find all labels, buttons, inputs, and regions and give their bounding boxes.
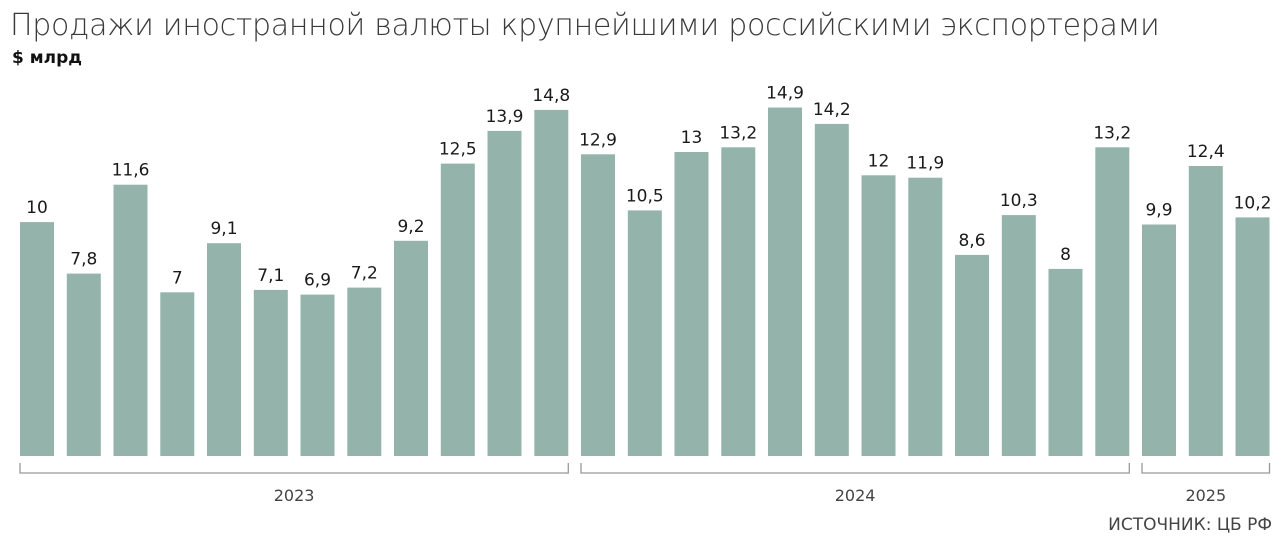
value-label: 13,2 [1093, 123, 1131, 143]
bar [1001, 215, 1036, 456]
bar [66, 273, 101, 456]
value-label: 6,9 [304, 271, 331, 291]
value-label: 11,9 [906, 154, 944, 174]
value-label: 12,5 [439, 140, 477, 160]
value-label: 12 [868, 151, 890, 171]
bar [347, 287, 382, 456]
bar [1048, 268, 1083, 456]
value-label: 14,9 [766, 84, 804, 104]
bar [814, 123, 849, 457]
bar [674, 152, 709, 456]
value-label: 9,9 [1145, 201, 1172, 221]
unit-label: $ млрд [12, 48, 82, 68]
value-label: 8,6 [958, 231, 985, 251]
bar [1188, 166, 1223, 456]
bar [1235, 217, 1270, 456]
bar [300, 294, 335, 456]
value-label: 7 [172, 268, 183, 288]
source-note: ИСТОЧНИК: ЦБ РФ [1108, 515, 1272, 535]
value-label: 13,9 [486, 107, 524, 127]
value-label: 7,2 [351, 264, 378, 284]
year-bracket [19, 463, 569, 474]
year-bracket [1141, 463, 1271, 474]
chart-title: Продажи иностранной валюты крупнейшими р… [10, 8, 1160, 43]
bar [861, 175, 896, 457]
bar [394, 240, 428, 456]
bar [253, 289, 288, 456]
value-label: 12,4 [1187, 142, 1225, 162]
value-label: 13 [681, 128, 703, 148]
value-label: 14,8 [532, 86, 570, 106]
value-label: 11,6 [112, 161, 150, 181]
bar [1095, 147, 1130, 457]
bar [440, 163, 475, 456]
bar [908, 177, 943, 456]
bar [721, 147, 756, 457]
bar [113, 184, 148, 456]
bar [20, 222, 54, 456]
bar [768, 107, 802, 456]
value-label: 8 [1060, 245, 1071, 265]
value-label: 10,3 [1000, 191, 1038, 211]
value-label: 12,9 [579, 130, 617, 150]
bar [581, 154, 615, 457]
value-label: 9,2 [397, 217, 424, 237]
year-label: 2025 [1185, 486, 1226, 505]
bar [627, 210, 662, 456]
year-label: 2024 [835, 486, 876, 505]
value-label: 13,2 [719, 123, 757, 143]
bar [955, 254, 989, 456]
year-label: 2023 [274, 486, 315, 505]
bar [487, 130, 522, 456]
value-label: 10 [26, 198, 48, 218]
value-label: 10,2 [1234, 193, 1272, 213]
value-label: 10,5 [626, 186, 664, 206]
value-label: 7,1 [257, 266, 284, 286]
value-label: 9,1 [210, 219, 237, 239]
bar [1142, 224, 1176, 456]
bar [534, 109, 569, 457]
bar [160, 292, 195, 456]
value-label: 14,2 [813, 100, 851, 120]
value-label: 7,8 [70, 250, 97, 270]
year-bracket [580, 463, 1130, 474]
bar [207, 243, 241, 456]
